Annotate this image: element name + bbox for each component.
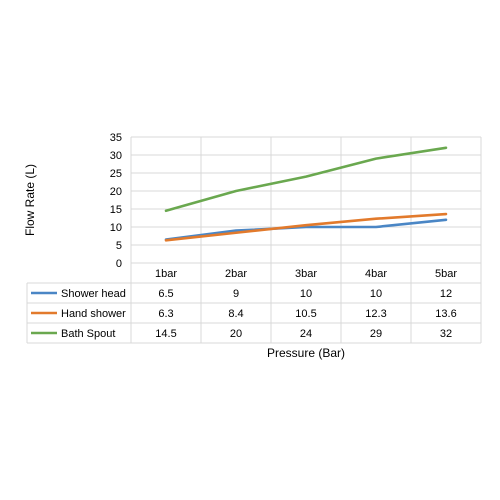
y-tick-label: 25 <box>110 168 122 180</box>
data-label: 14.5 <box>155 328 176 340</box>
x-axis-title: Pressure (Bar) <box>267 346 345 360</box>
data-label: 6.3 <box>158 308 173 320</box>
data-label: 24 <box>300 328 312 340</box>
data-label: 12.3 <box>365 308 386 320</box>
data-label: 9 <box>233 288 239 300</box>
x-tick-label: 2bar <box>225 268 247 280</box>
data-label: 29 <box>370 328 382 340</box>
y-axis-title: Flow Rate (L) <box>23 164 37 236</box>
table-labels: 1bar 2bar 3bar 4bar 5bar Shower head 6.5 9 10 10 1… <box>31 268 457 340</box>
legend-label: Shower head <box>61 288 126 300</box>
y-tick-label: 35 <box>110 132 122 144</box>
y-tick-label: 30 <box>110 150 122 162</box>
legend-label: Bath Spout <box>61 328 115 340</box>
grid-layer <box>130 136 482 343</box>
data-label: 10.5 <box>295 308 316 320</box>
series-line <box>164 146 448 213</box>
x-tick-label: 3bar <box>295 268 317 280</box>
y-tick-label: 10 <box>110 222 122 234</box>
y-axis-ticks: 0 5 10 15 20 25 30 35 <box>110 132 122 270</box>
y-tick-label: 0 <box>116 258 122 270</box>
data-label: 12 <box>440 288 452 300</box>
data-label: 32 <box>440 328 452 340</box>
data-label: 13.6 <box>435 308 456 320</box>
y-tick-label: 20 <box>110 186 122 198</box>
legend-label: Hand shower <box>61 308 126 320</box>
x-tick-label: 1bar <box>155 268 177 280</box>
y-tick-label: 15 <box>110 204 122 216</box>
data-label: 6.5 <box>158 288 173 300</box>
data-label: 10 <box>300 288 312 300</box>
x-tick-label: 5bar <box>435 268 457 280</box>
x-tick-label: 4bar <box>365 268 387 280</box>
data-label: 10 <box>370 288 382 300</box>
y-tick-label: 5 <box>116 240 122 252</box>
data-label: 20 <box>230 328 242 340</box>
series-layer <box>164 146 448 242</box>
data-label: 8.4 <box>228 308 243 320</box>
data-table <box>26 282 481 344</box>
